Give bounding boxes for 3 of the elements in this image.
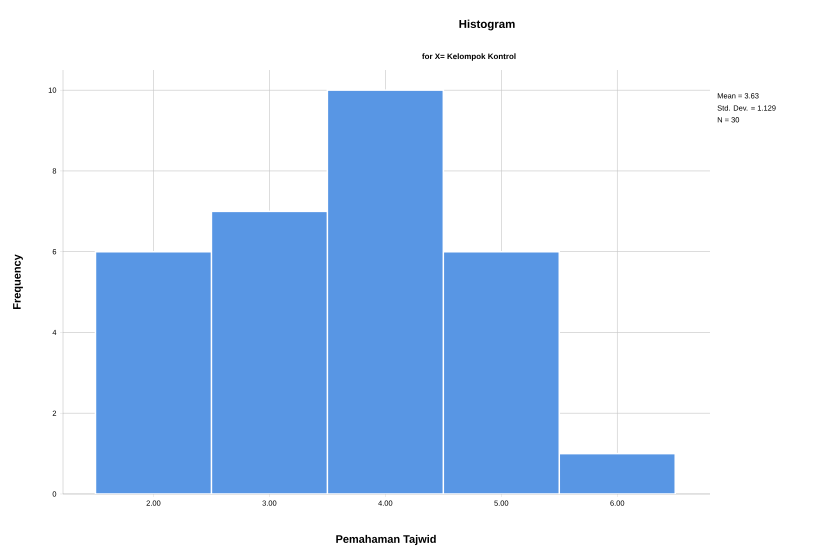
chart-title: Histogram [459,20,515,30]
y-axis-title: Frequency [13,254,23,309]
x-axis-title: Pemahaman Tajwid [336,534,436,546]
